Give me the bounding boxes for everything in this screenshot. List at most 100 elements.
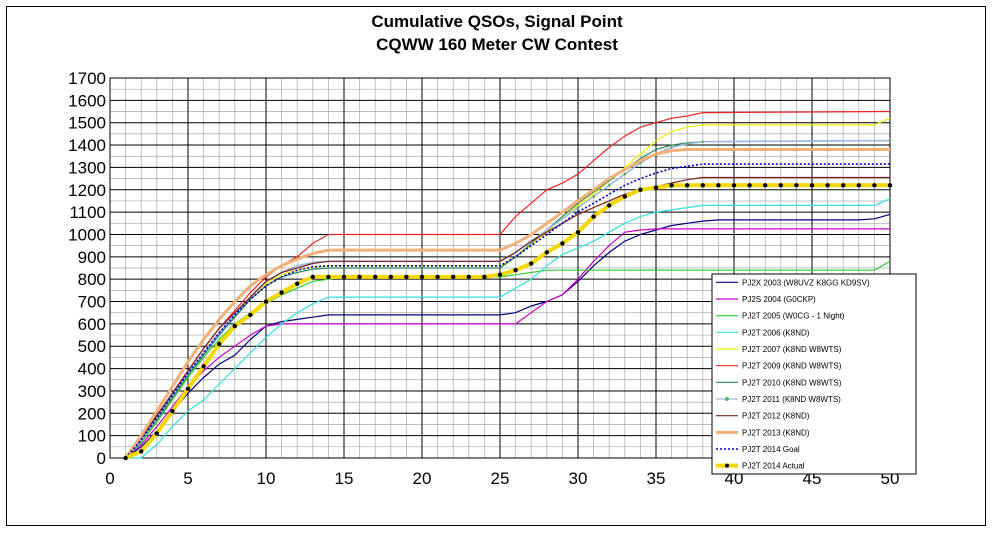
x-tick-label: 25 xyxy=(491,469,510,488)
x-tick-label: 35 xyxy=(647,469,666,488)
series-point xyxy=(575,230,581,235)
series-line-11 xyxy=(124,183,890,460)
y-tick-label: 200 xyxy=(78,404,106,423)
y-tick-label: 0 xyxy=(97,449,106,468)
series-point xyxy=(607,183,611,187)
x-tick-label: 5 xyxy=(183,469,192,488)
series-point xyxy=(232,323,237,329)
legend-label: PJ2T 2006 (K8ND) xyxy=(742,328,810,337)
series-point xyxy=(731,183,737,188)
series-point xyxy=(638,187,643,192)
series-point xyxy=(825,183,830,188)
series-point xyxy=(451,274,456,280)
x-tick-label: 15 xyxy=(335,469,354,488)
series-layer xyxy=(123,110,893,461)
x-tick-label: 10 xyxy=(257,469,276,488)
series-point xyxy=(404,274,409,280)
legend-label: PJ2T 2005 (W0CG - 1 Night) xyxy=(742,312,845,321)
series-point xyxy=(607,203,612,208)
series-point xyxy=(279,290,284,295)
chart-subtitle: CQWW 160 Meter CW Contest xyxy=(376,35,618,54)
series-point xyxy=(592,195,595,198)
y-axis-ticks: 0 100 200 300 400 500 600 700 800 900 1000 1100 1200… xyxy=(68,69,106,468)
series-point xyxy=(248,312,253,318)
series-point xyxy=(856,183,861,188)
legend-label: PJ2T 2009 (K8ND W8WTS) xyxy=(742,362,842,371)
legend-label: PJ2T 2013 (K8ND) xyxy=(742,428,810,437)
y-tick-label: 1300 xyxy=(68,158,106,177)
series-point xyxy=(139,449,144,454)
y-tick-label: 800 xyxy=(78,270,106,289)
y-tick-label: 1400 xyxy=(68,136,106,155)
series-point xyxy=(809,183,815,188)
series-point xyxy=(482,274,487,280)
series-point xyxy=(310,274,315,280)
legend-label: PJ2T 2012 (K8ND) xyxy=(742,412,810,421)
legend-box xyxy=(711,273,917,475)
series-point xyxy=(388,274,393,280)
series-point xyxy=(497,272,503,277)
legend-label: PJ2T 2011 (K8ND W8WTS) xyxy=(742,395,841,404)
series-point xyxy=(623,172,627,176)
series-point xyxy=(794,183,799,188)
series-point xyxy=(888,139,892,142)
series-point xyxy=(560,241,565,246)
series-point xyxy=(529,261,534,266)
x-tick-label: 0 xyxy=(105,469,114,488)
series-line-3 xyxy=(125,198,891,459)
series-point xyxy=(154,431,159,436)
series-point xyxy=(670,145,673,149)
series-point xyxy=(887,183,893,188)
series-point xyxy=(201,364,206,369)
series-point xyxy=(170,408,175,414)
series-point xyxy=(419,274,425,280)
series-point xyxy=(435,274,440,280)
series-point xyxy=(295,281,300,286)
series-point xyxy=(716,183,721,188)
series-point xyxy=(373,274,378,280)
series-point xyxy=(622,194,627,199)
y-tick-label: 600 xyxy=(78,315,106,334)
series-point xyxy=(123,455,128,461)
y-tick-label: 1000 xyxy=(68,225,106,244)
series-point xyxy=(544,250,549,255)
series-point xyxy=(513,268,518,273)
y-tick-label: 1100 xyxy=(69,203,106,222)
y-tick-label: 1600 xyxy=(68,91,106,110)
legend-label: PJ2S 2004 (G0CKP) xyxy=(742,295,816,304)
series-point xyxy=(341,274,347,280)
series-point xyxy=(700,183,705,188)
series-point xyxy=(326,274,331,280)
series-point xyxy=(466,274,471,280)
chart-title: Cumulative QSOs, Signal Point xyxy=(371,12,623,31)
legend-label: PJ2T 2010 (K8ND W8WTS) xyxy=(742,378,842,387)
series-point xyxy=(872,183,877,188)
legend: PJ2X 2003 (W8UVZ K8GG KD9SV) PJ2S 2004 (G… xyxy=(711,273,917,475)
series-point xyxy=(591,214,596,219)
legend-label: PJ2T 2014 Actual xyxy=(742,462,805,471)
series-point xyxy=(263,299,269,304)
series-point xyxy=(778,183,783,188)
y-tick-label: 700 xyxy=(78,293,106,312)
y-tick-label: 500 xyxy=(78,337,106,356)
legend-label: PJ2X 2003 (W8UVZ K8GG KD9SV) xyxy=(742,278,870,287)
series-line-6 xyxy=(125,140,891,459)
y-tick-label: 1200 xyxy=(68,181,106,200)
series-point xyxy=(669,183,674,188)
x-tick-label: 30 xyxy=(569,469,588,488)
series-point xyxy=(357,274,362,280)
x-tick-label: 20 xyxy=(413,469,432,488)
series-line-0 xyxy=(125,213,891,459)
y-tick-label: 1700 xyxy=(68,69,106,88)
legend-marker xyxy=(725,463,729,468)
legend-label: PJ2T 2007 (K8ND W8WTS) xyxy=(742,345,842,354)
series-point xyxy=(685,183,690,188)
series-point xyxy=(701,140,705,144)
y-tick-label: 100 xyxy=(78,427,106,446)
series-line-9 xyxy=(124,148,890,459)
y-tick-label: 300 xyxy=(78,382,106,401)
series-point xyxy=(763,183,768,188)
legend-marker xyxy=(725,397,729,401)
y-tick-label: 900 xyxy=(78,248,106,267)
y-tick-label: 400 xyxy=(78,360,106,379)
